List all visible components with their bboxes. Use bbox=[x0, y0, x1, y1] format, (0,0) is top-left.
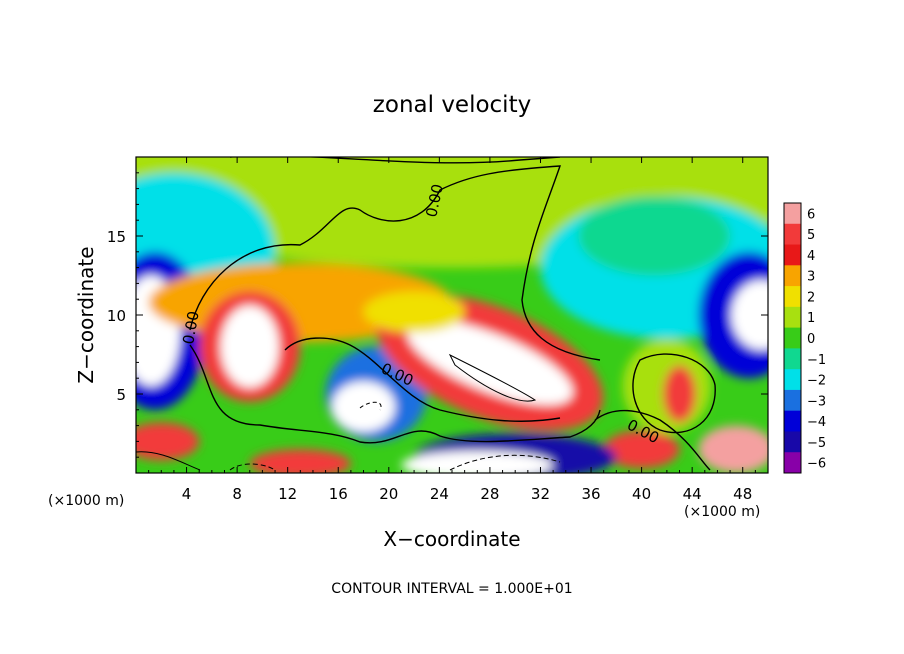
colorbar-label: 0 bbox=[807, 332, 815, 347]
x-tick-label: 40 bbox=[632, 485, 651, 503]
field-region bbox=[731, 280, 768, 350]
colorbar-label: −1 bbox=[807, 353, 826, 368]
contour-interval-note: CONTOUR INTERVAL = 1.000E+01 bbox=[331, 581, 572, 597]
colorbar-swatch bbox=[784, 286, 801, 308]
contour-jet-core bbox=[448, 353, 537, 402]
colorbar-swatch bbox=[784, 389, 801, 412]
x-unit-label-right: (×1000 m) bbox=[684, 504, 760, 520]
contour-thin-left bbox=[136, 451, 201, 471]
field-region bbox=[407, 320, 573, 405]
colorbar-swatch bbox=[784, 306, 801, 329]
field-region bbox=[578, 196, 731, 276]
colorbar-frame bbox=[783, 202, 802, 474]
colorbar-label: 2 bbox=[807, 290, 815, 305]
contour-dashed-bottom bbox=[449, 454, 561, 471]
field-region bbox=[136, 422, 200, 461]
x-axis: 4 8 12 16 20 24 28 32 36 40 44 48 bbox=[148, 157, 756, 503]
y-tick-label: 5 bbox=[116, 386, 126, 404]
colorbar-swatch bbox=[784, 223, 801, 246]
y-tick-label: 15 bbox=[107, 228, 126, 246]
colorbar-swatch bbox=[784, 431, 801, 453]
x-tick-label: 16 bbox=[329, 485, 348, 503]
colorbar-label: −4 bbox=[807, 415, 826, 430]
x-tick-label: 20 bbox=[379, 485, 398, 503]
colorbar-label: 1 bbox=[807, 311, 815, 326]
contour-label: 0.00 bbox=[179, 310, 203, 346]
chart-title: zonal velocity bbox=[373, 92, 531, 118]
contour-zero-left-loop bbox=[189, 344, 601, 444]
field-region bbox=[363, 291, 465, 333]
colorbar: 6 5 4 3 2 1 0 −1 −2 −3 −4 −5 −6 bbox=[783, 202, 826, 474]
field-region bbox=[698, 425, 768, 473]
colorbar-swatch bbox=[784, 265, 801, 287]
x-tick-label: 12 bbox=[278, 485, 297, 503]
y-axis-label: Z−coordinate bbox=[74, 246, 98, 383]
colorbar-label: 4 bbox=[807, 249, 815, 264]
colorbar-label: −3 bbox=[807, 394, 826, 409]
heatmap-field bbox=[136, 157, 768, 473]
colorbar-swatch bbox=[784, 452, 801, 474]
x-tick-label: 48 bbox=[733, 485, 752, 503]
contour-zero-mid bbox=[189, 165, 601, 361]
colorbar-label: 6 bbox=[807, 207, 815, 222]
x-tick-label: 32 bbox=[531, 485, 550, 503]
contour-zero-upper bbox=[230, 157, 561, 164]
contour-zero-right-loop bbox=[594, 409, 711, 471]
colorbar-swatch bbox=[784, 410, 801, 432]
y-tick-label: 10 bbox=[107, 307, 126, 325]
contour-right-cell bbox=[632, 353, 716, 434]
colorbar-label: 5 bbox=[807, 228, 815, 243]
x-tick-label: 4 bbox=[182, 485, 192, 503]
colorbar-label: −6 bbox=[807, 457, 826, 472]
field-region bbox=[220, 305, 279, 388]
field-region bbox=[331, 381, 396, 432]
colorbar-label: 3 bbox=[807, 270, 815, 285]
contour-dashed-left bbox=[229, 463, 276, 471]
x-axis-label: X−coordinate bbox=[383, 527, 520, 551]
field-region bbox=[249, 449, 351, 473]
y-axis: 5 10 15 bbox=[107, 172, 768, 458]
colorbar-swatch bbox=[784, 244, 801, 266]
x-tick-label: 8 bbox=[232, 485, 242, 503]
contour-lines bbox=[136, 157, 716, 471]
x-tick-label: 24 bbox=[430, 485, 449, 503]
field-region bbox=[603, 430, 680, 469]
colorbar-label: −2 bbox=[807, 374, 826, 389]
x-tick-label: 44 bbox=[683, 485, 702, 503]
x-tick-label: 36 bbox=[581, 485, 600, 503]
contour-dashed-island bbox=[359, 401, 382, 411]
colorbar-label: −5 bbox=[807, 436, 826, 451]
field-region bbox=[663, 365, 696, 423]
colorbar-swatch bbox=[784, 327, 801, 349]
colorbar-swatch bbox=[784, 203, 801, 225]
colorbar-swatch bbox=[784, 348, 801, 370]
colorbar-swatch bbox=[784, 369, 801, 391]
contour-zero-center-loop bbox=[284, 337, 561, 422]
x-unit-label-left: (×1000 m) bbox=[48, 493, 124, 509]
x-tick-label: 28 bbox=[480, 485, 499, 503]
field-region bbox=[401, 450, 554, 473]
